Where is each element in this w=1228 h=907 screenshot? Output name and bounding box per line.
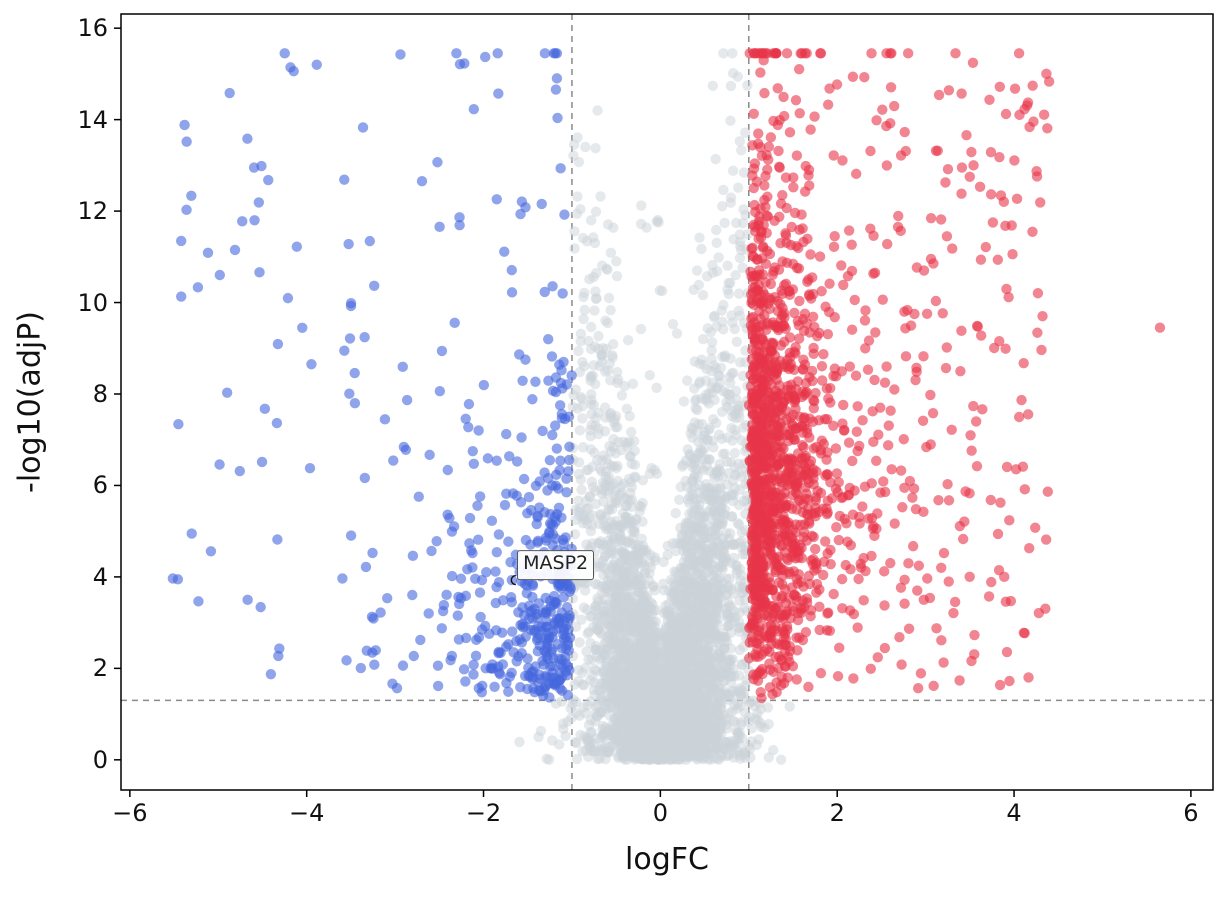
y-axis-label: -log10(adjP): [12, 311, 48, 493]
x-tick-label: −2: [465, 799, 502, 827]
x-tick-label: 2: [829, 799, 845, 827]
y-tick-label: 0: [92, 745, 108, 774]
y-tick-label: 2: [92, 654, 108, 683]
y-tick-label: 14: [77, 105, 108, 134]
x-tick-label: −4: [288, 799, 325, 827]
y-tick-label: 4: [92, 562, 108, 591]
y-tick-label: 6: [92, 471, 108, 500]
y-tick-label: 8: [92, 379, 108, 408]
annotation-masp2: MASP2: [517, 550, 595, 580]
x-tick-label: 4: [1006, 799, 1022, 827]
y-tick-label: 12: [77, 197, 108, 226]
x-tick-label: 6: [1183, 799, 1199, 827]
x-tick-label: 0: [652, 799, 668, 827]
y-tick-label: 10: [77, 288, 108, 317]
y-tick-label: 16: [77, 14, 108, 43]
x-tick-label: −6: [112, 799, 148, 827]
x-axis-label: logFC: [625, 842, 709, 877]
